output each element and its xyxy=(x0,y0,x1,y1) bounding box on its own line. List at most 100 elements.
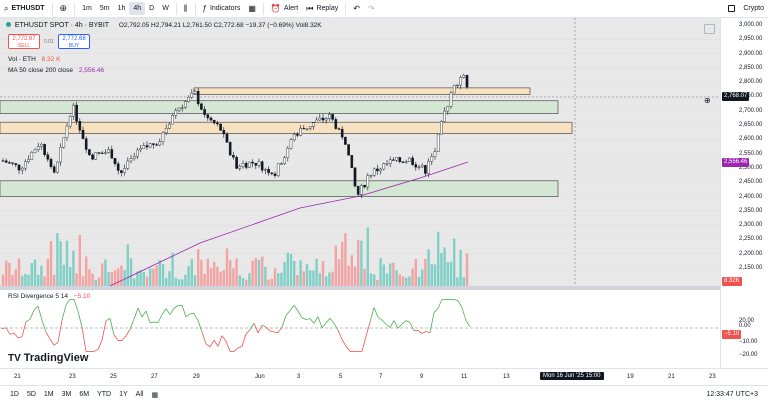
layouts-button[interactable]: ▦ xyxy=(244,0,260,18)
range-6m[interactable]: 6M xyxy=(75,391,93,398)
candle-body xyxy=(420,165,424,168)
price-tick: 2,500.00 xyxy=(739,164,763,171)
candle-body xyxy=(30,152,34,160)
volume-bar xyxy=(293,260,296,286)
main-chart-pane[interactable] xyxy=(0,18,720,286)
volume-bar xyxy=(443,247,446,286)
date-range-button[interactable]: ▦ xyxy=(147,391,162,399)
time-axis[interactable]: 21 23 25 27 29 Jun 3 5 7 9 11 13 19 21 23 Mon 16 Jun '… xyxy=(0,368,768,385)
rsi-segment xyxy=(101,320,107,341)
replay-button[interactable]: ⏮ Replay xyxy=(302,0,342,18)
divider xyxy=(262,2,264,15)
workspace-crypto[interactable]: Crypto xyxy=(739,0,768,18)
interval-4h[interactable]: 4h xyxy=(129,2,146,15)
candle-body xyxy=(395,157,398,161)
pane-separator[interactable] xyxy=(0,286,768,290)
range-1d[interactable]: 1D xyxy=(6,391,23,398)
candle-body xyxy=(232,155,235,158)
volume-bar xyxy=(328,272,331,286)
clock-timezone[interactable]: 12:33:47 UTC+3 xyxy=(702,391,762,398)
rsi-segment xyxy=(293,305,299,312)
rsi-segment xyxy=(321,322,327,329)
candle-body xyxy=(401,161,405,163)
buy-button[interactable]: 2,772.68 BUY xyxy=(58,34,90,49)
volume-bar xyxy=(347,265,350,286)
interval-1h[interactable]: 1h xyxy=(114,0,130,18)
rsi-segment xyxy=(65,299,71,306)
rsi-pane[interactable] xyxy=(0,290,720,368)
candle-body xyxy=(414,164,418,168)
rsi-segment xyxy=(149,321,155,324)
range-1m[interactable]: 1M xyxy=(40,391,58,398)
fullscreen-button[interactable] xyxy=(724,0,739,18)
volume-bar xyxy=(385,273,389,286)
range-label: 6M xyxy=(79,391,90,398)
goto-realtime-icon[interactable]: ⊕ xyxy=(704,96,711,105)
tradingview-logo[interactable]: TV TradingView xyxy=(8,352,88,364)
candle-body xyxy=(222,130,226,135)
rsi-segment xyxy=(269,330,275,333)
sell-button[interactable]: 2,772.67 SELL xyxy=(8,34,40,49)
rsi-segment xyxy=(325,317,331,324)
volume-bar xyxy=(379,258,382,286)
resistance-zone-middle xyxy=(0,121,573,134)
settings-square-icon[interactable] xyxy=(704,24,715,34)
volume-bar xyxy=(187,266,190,286)
alert-button[interactable]: ⏰ Alert xyxy=(267,0,302,18)
candle-body xyxy=(267,169,270,174)
candle-body xyxy=(148,143,152,148)
candle-body xyxy=(302,127,306,130)
compare-symbol-button[interactable]: ⊕ xyxy=(56,0,72,18)
indicators-button[interactable]: ƒ Indicators xyxy=(199,0,245,18)
interval-d[interactable]: D xyxy=(145,0,158,18)
interval-1m[interactable]: 1m xyxy=(78,0,96,18)
volume-bar xyxy=(97,277,101,286)
undo-icon: ↶ xyxy=(353,4,360,13)
rsi-segment xyxy=(281,315,287,328)
interval-w[interactable]: W xyxy=(158,0,173,18)
candle-body xyxy=(145,145,149,148)
time-tick: 5 xyxy=(339,374,343,380)
volume-bar xyxy=(433,264,437,286)
volume-bar xyxy=(56,233,59,286)
range-label: 5D xyxy=(26,391,36,398)
rsi-segment xyxy=(233,347,239,352)
volume-bar xyxy=(219,271,222,286)
candle-body xyxy=(68,116,72,127)
volume-bar xyxy=(309,270,312,286)
range-5d[interactable]: 5D xyxy=(23,391,40,398)
rsi-segment xyxy=(373,307,379,318)
candle-body xyxy=(158,141,162,146)
rsi-segment xyxy=(1,327,7,330)
range-ytd[interactable]: YTD xyxy=(93,391,115,398)
range-3m[interactable]: 3M xyxy=(58,391,76,398)
volume-bar xyxy=(59,241,62,286)
rsi-segment xyxy=(249,323,255,330)
price-axis[interactable]: 3,000.00 2,950.00 2,900.00 2,850.00 2,800.00… xyxy=(720,18,768,368)
rsi-segment xyxy=(137,307,143,318)
undo-button[interactable]: ↶ xyxy=(349,0,364,18)
volume-legend-label: Vol · ETH xyxy=(8,56,36,63)
rsi-segment xyxy=(77,311,83,328)
candle-body xyxy=(347,144,350,156)
candle-body xyxy=(36,146,40,151)
range-1y[interactable]: 1Y xyxy=(115,391,132,398)
main-chart-svg[interactable] xyxy=(0,18,720,286)
range-all[interactable]: All xyxy=(132,391,148,398)
candle-body xyxy=(315,119,318,123)
volume-bar xyxy=(14,269,17,286)
interval-5m[interactable]: 5m xyxy=(96,0,114,18)
redo-button[interactable]: ↷ xyxy=(364,0,379,18)
symbol-search-button[interactable]: ⌕ ETHUSDT xyxy=(0,0,49,18)
candle-body xyxy=(382,163,386,170)
time-tick: 9 xyxy=(420,374,424,380)
rsi-svg xyxy=(0,298,720,352)
chart-type-button[interactable]: ⫼ xyxy=(180,0,192,18)
buy-price: 2,772.68 xyxy=(62,36,86,42)
rsi-segment xyxy=(241,333,247,347)
price-tick: 2,200.00 xyxy=(739,250,763,257)
rsi-segment xyxy=(93,349,99,352)
legend-ohlc: O2,792.05 H2,794.21 L2,761.50 C2,772.68 … xyxy=(118,22,322,29)
chart-legend: ETHUSDT SPOT · 4h · BYBIT O2,792.05 H2,7… xyxy=(6,22,322,29)
rsi-segment xyxy=(37,306,43,321)
